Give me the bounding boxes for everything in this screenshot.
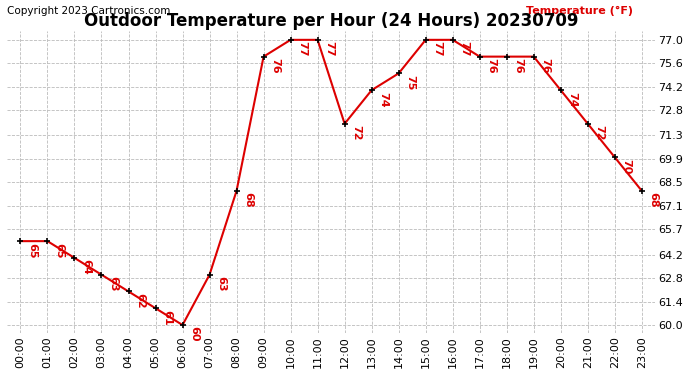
Text: 76: 76 bbox=[513, 58, 524, 74]
Text: 76: 76 bbox=[541, 58, 551, 74]
Title: Outdoor Temperature per Hour (24 Hours) 20230709: Outdoor Temperature per Hour (24 Hours) … bbox=[84, 12, 578, 30]
Text: 65: 65 bbox=[55, 243, 64, 258]
Text: 62: 62 bbox=[135, 293, 146, 309]
Text: Temperature (°F): Temperature (°F) bbox=[526, 6, 633, 16]
Text: 61: 61 bbox=[162, 310, 172, 325]
Text: 77: 77 bbox=[433, 41, 442, 57]
Text: 68: 68 bbox=[244, 192, 253, 208]
Text: 76: 76 bbox=[270, 58, 281, 74]
Text: 77: 77 bbox=[460, 41, 470, 57]
Text: Copyright 2023 Cartronics.com: Copyright 2023 Cartronics.com bbox=[7, 6, 170, 16]
Text: 77: 77 bbox=[324, 41, 335, 57]
Text: 64: 64 bbox=[81, 259, 91, 275]
Text: 76: 76 bbox=[486, 58, 497, 74]
Text: 63: 63 bbox=[108, 276, 119, 292]
Text: 65: 65 bbox=[28, 243, 37, 258]
Text: 60: 60 bbox=[190, 326, 199, 342]
Text: 70: 70 bbox=[622, 159, 632, 174]
Text: 63: 63 bbox=[217, 276, 226, 292]
Text: 72: 72 bbox=[595, 125, 604, 141]
Text: 68: 68 bbox=[649, 192, 659, 208]
Text: 77: 77 bbox=[297, 41, 308, 57]
Text: 74: 74 bbox=[568, 92, 578, 107]
Text: 75: 75 bbox=[406, 75, 415, 90]
Text: 72: 72 bbox=[352, 125, 362, 141]
Text: 74: 74 bbox=[379, 92, 388, 107]
